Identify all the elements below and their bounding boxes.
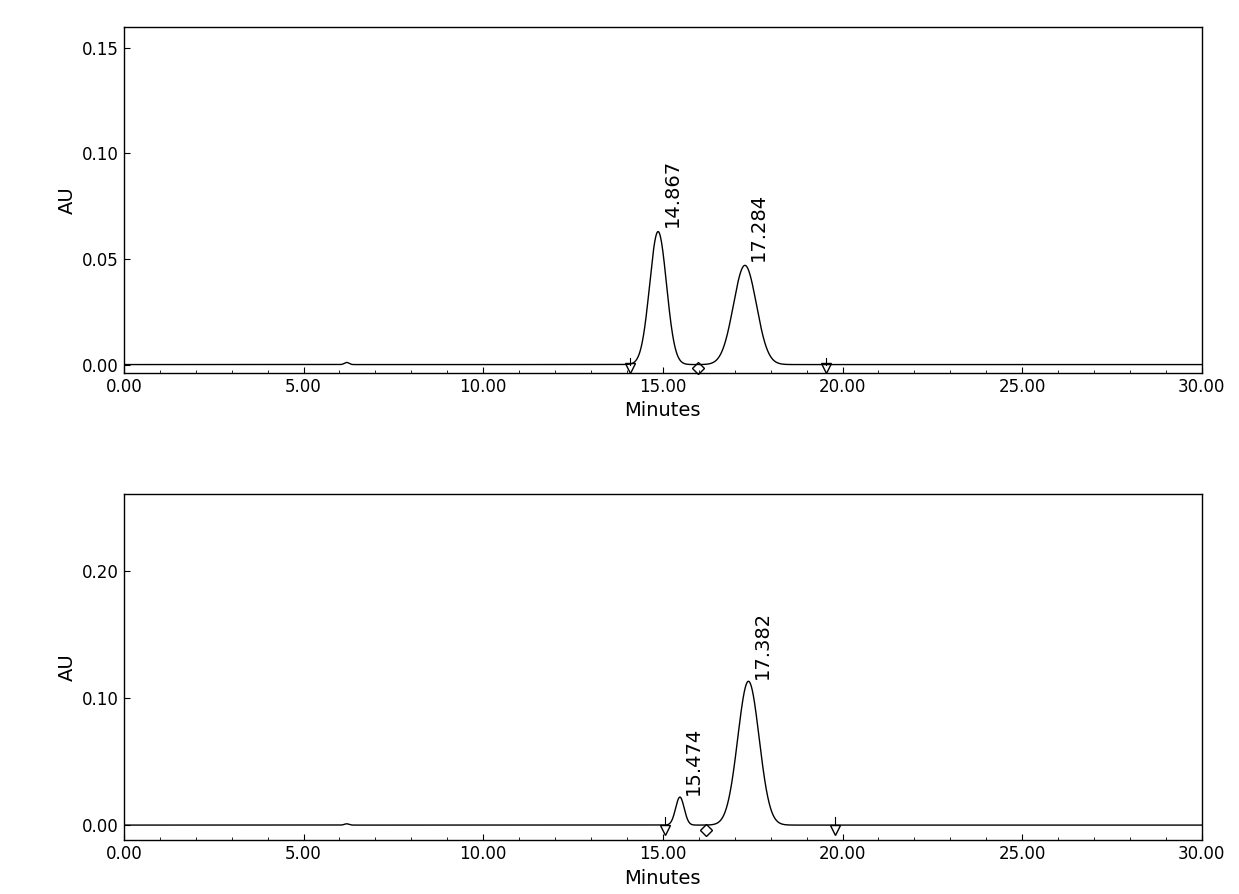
Y-axis label: AU: AU bbox=[57, 186, 77, 214]
Y-axis label: AU: AU bbox=[57, 654, 77, 681]
Text: 15.474: 15.474 bbox=[684, 726, 704, 795]
X-axis label: Minutes: Minutes bbox=[624, 869, 701, 888]
Text: 17.284: 17.284 bbox=[750, 193, 768, 261]
Text: 14.867: 14.867 bbox=[663, 159, 681, 227]
X-axis label: Minutes: Minutes bbox=[624, 401, 701, 420]
Text: 17.382: 17.382 bbox=[753, 611, 772, 679]
